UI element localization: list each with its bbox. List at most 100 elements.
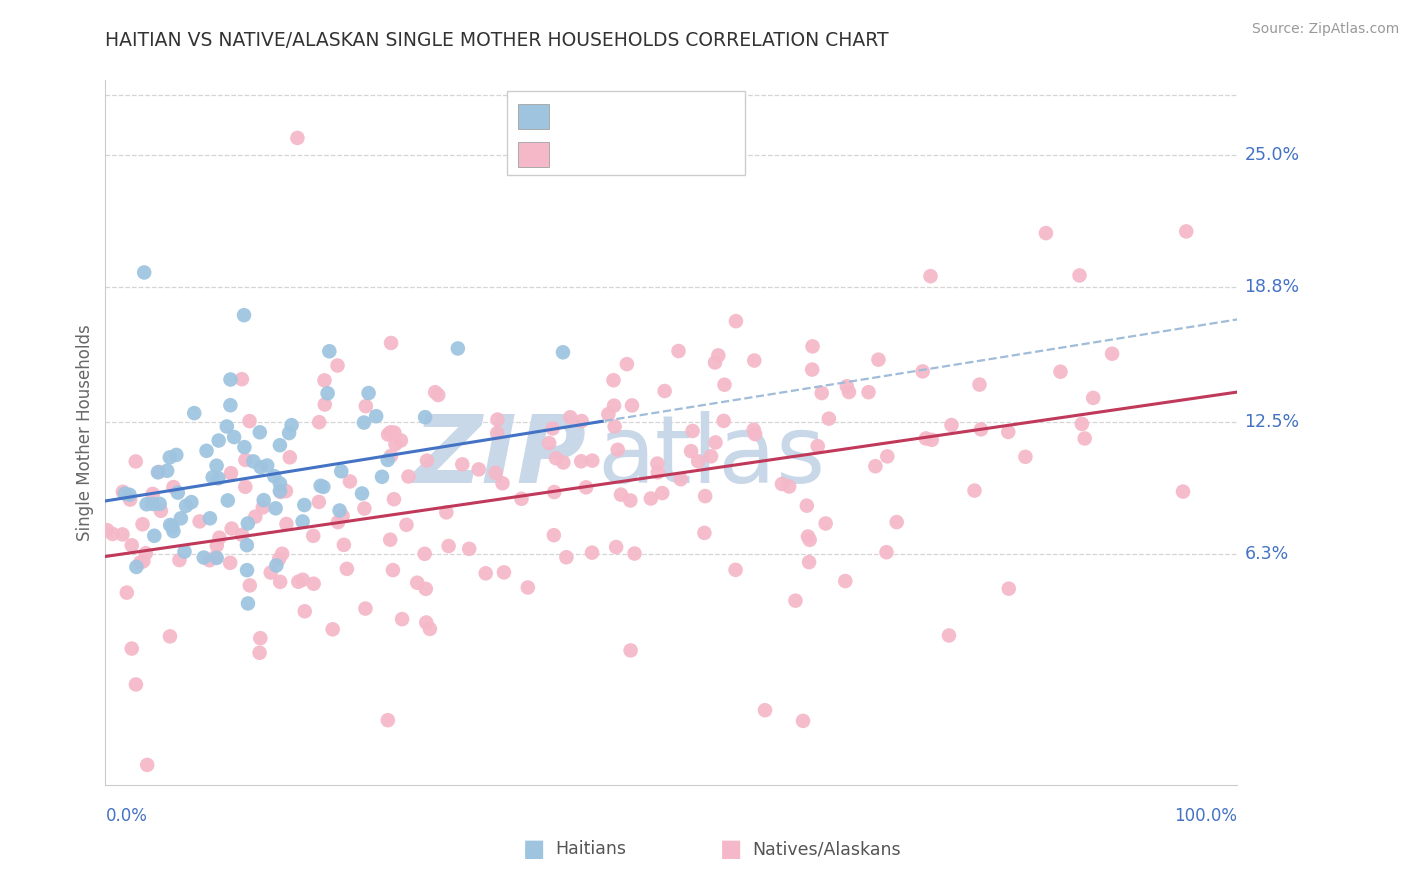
Point xyxy=(183,406,205,420)
Point xyxy=(233,480,256,494)
Point xyxy=(688,454,710,468)
Point xyxy=(101,527,124,541)
Point xyxy=(938,628,960,642)
Point xyxy=(700,450,723,464)
Point xyxy=(920,269,942,284)
Point xyxy=(332,509,354,524)
Point xyxy=(377,453,399,467)
Point xyxy=(669,472,692,486)
Point xyxy=(264,501,287,516)
Point xyxy=(835,379,858,393)
Point xyxy=(616,357,638,371)
Point xyxy=(114,486,136,500)
Point xyxy=(159,450,181,465)
Point xyxy=(136,758,159,772)
Point xyxy=(963,483,986,498)
Point xyxy=(941,418,963,433)
Point xyxy=(1070,417,1092,431)
Point xyxy=(377,427,399,442)
Point xyxy=(377,713,399,727)
Point xyxy=(287,131,309,145)
Point xyxy=(252,500,274,515)
Point xyxy=(208,531,231,545)
Point xyxy=(111,484,134,499)
Point xyxy=(602,373,624,387)
Point xyxy=(427,388,450,402)
Point xyxy=(510,491,533,506)
Point xyxy=(541,421,564,435)
Point xyxy=(219,398,242,412)
Point xyxy=(336,562,359,576)
Point xyxy=(868,352,890,367)
Point xyxy=(235,453,257,467)
Point xyxy=(474,566,496,581)
Point xyxy=(681,444,703,458)
Point xyxy=(603,399,626,413)
Point xyxy=(316,386,339,401)
Point xyxy=(269,476,291,491)
Point xyxy=(491,476,513,491)
Point xyxy=(876,545,898,559)
Point xyxy=(287,574,309,589)
Text: 195: 195 xyxy=(693,145,730,162)
Point xyxy=(391,612,413,626)
Point xyxy=(620,399,643,413)
Text: 12.5%: 12.5% xyxy=(1244,413,1299,431)
Text: 18.8%: 18.8% xyxy=(1244,278,1299,296)
Point xyxy=(120,492,142,507)
Point xyxy=(239,578,262,592)
Point xyxy=(318,344,340,359)
Point xyxy=(222,430,245,444)
Point xyxy=(142,497,165,511)
Point xyxy=(326,515,349,529)
Point xyxy=(1171,484,1194,499)
Point xyxy=(371,470,394,484)
Point xyxy=(115,585,138,599)
Point xyxy=(724,563,747,577)
Point xyxy=(398,469,420,483)
Point xyxy=(195,443,218,458)
Point xyxy=(111,527,134,541)
Point xyxy=(447,342,470,356)
Point xyxy=(647,457,669,471)
Point xyxy=(249,646,271,660)
Point xyxy=(380,449,402,463)
Point xyxy=(291,515,314,529)
Point xyxy=(380,335,402,350)
Point xyxy=(156,464,179,478)
Point xyxy=(249,460,271,475)
Point xyxy=(129,556,152,570)
Point xyxy=(162,480,184,494)
Point xyxy=(543,485,565,500)
Y-axis label: Single Mother Households: Single Mother Households xyxy=(76,325,94,541)
Point xyxy=(619,493,641,508)
Point xyxy=(695,489,717,503)
Point xyxy=(143,529,166,543)
Point xyxy=(166,485,188,500)
Point xyxy=(492,566,515,580)
Point xyxy=(770,477,793,491)
Point xyxy=(121,538,143,552)
Point xyxy=(486,412,509,426)
Point xyxy=(1101,347,1123,361)
Point xyxy=(724,314,747,328)
Point xyxy=(159,629,181,643)
Point xyxy=(357,386,380,401)
Point xyxy=(198,511,221,525)
Point xyxy=(162,519,184,533)
Point xyxy=(188,515,211,529)
Point xyxy=(354,399,377,413)
Point xyxy=(236,538,259,552)
Point xyxy=(543,528,565,542)
Point xyxy=(425,385,447,400)
Point xyxy=(785,593,807,607)
Text: 70: 70 xyxy=(693,108,718,126)
Point xyxy=(238,414,260,428)
Point xyxy=(215,419,238,434)
Text: Haitians: Haitians xyxy=(555,840,626,858)
Point xyxy=(389,434,412,448)
Point xyxy=(233,440,256,454)
Point xyxy=(876,450,898,464)
Point xyxy=(233,308,256,322)
Point xyxy=(219,372,242,386)
